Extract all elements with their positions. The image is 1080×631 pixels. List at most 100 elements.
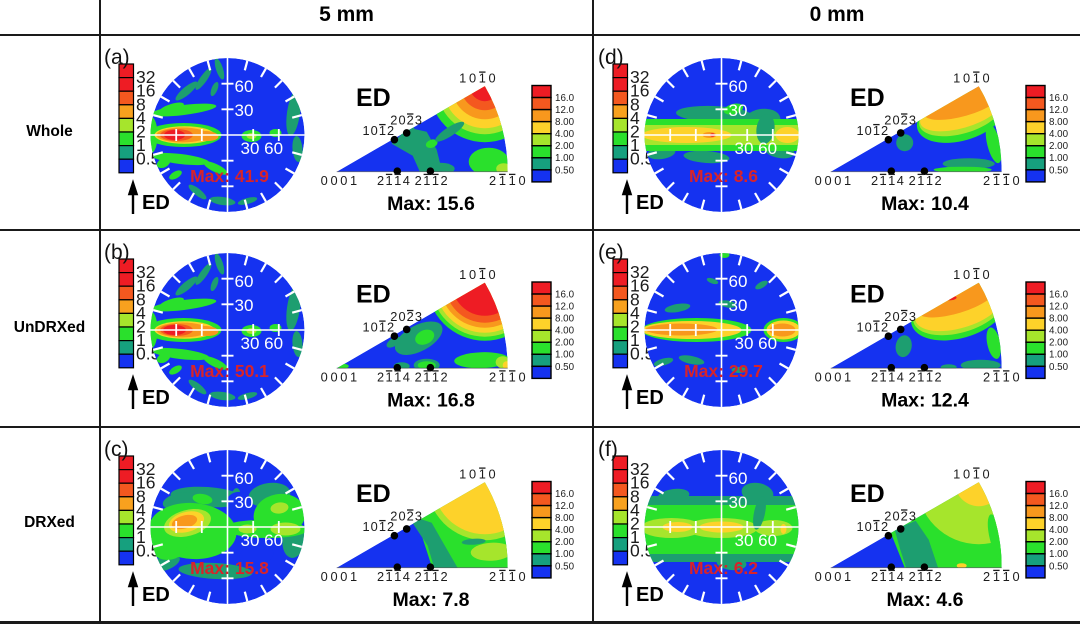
- svg-text:12.0: 12.0: [555, 501, 575, 512]
- svg-text:1: 1: [888, 369, 895, 384]
- svg-text:1.00: 1.00: [555, 350, 575, 361]
- svg-text:1: 1: [888, 173, 895, 188]
- svg-text:1: 1: [926, 369, 933, 384]
- svg-text:0: 0: [330, 173, 337, 188]
- svg-text:(a): (a): [104, 46, 130, 69]
- svg-text:12.0: 12.0: [555, 105, 575, 116]
- svg-text:0: 0: [963, 467, 970, 482]
- svg-text:2.00: 2.00: [1049, 141, 1069, 152]
- svg-text:1: 1: [873, 123, 880, 138]
- svg-text:0: 0: [963, 71, 970, 86]
- svg-text:2: 2: [415, 569, 422, 584]
- svg-text:ED: ED: [356, 480, 391, 508]
- svg-text:60: 60: [729, 272, 748, 291]
- svg-text:0: 0: [1012, 369, 1019, 384]
- svg-text:0: 0: [340, 369, 347, 384]
- svg-text:0: 0: [824, 569, 831, 584]
- svg-text:16.0: 16.0: [1049, 289, 1069, 300]
- svg-text:1: 1: [926, 569, 933, 584]
- svg-text:60: 60: [729, 77, 748, 96]
- svg-text:2: 2: [983, 173, 990, 188]
- svg-text:2: 2: [909, 173, 916, 188]
- svg-text:16: 16: [136, 276, 155, 296]
- svg-text:0: 0: [518, 173, 525, 188]
- svg-text:2: 2: [934, 569, 941, 584]
- svg-text:1.00: 1.00: [555, 153, 575, 164]
- svg-text:16: 16: [630, 81, 649, 101]
- svg-text:1: 1: [888, 569, 895, 584]
- svg-text:0: 0: [983, 267, 990, 282]
- svg-text:ED: ED: [142, 192, 170, 214]
- svg-text:1.00: 1.00: [1049, 549, 1069, 560]
- svg-text:Max: 15.6: Max: 15.6: [387, 193, 475, 215]
- svg-text:0: 0: [865, 320, 872, 335]
- svg-text:1: 1: [423, 569, 430, 584]
- svg-text:2: 2: [377, 173, 384, 188]
- svg-text:3: 3: [909, 112, 916, 127]
- svg-text:ED: ED: [142, 584, 170, 606]
- svg-text:0.50: 0.50: [1049, 362, 1069, 373]
- svg-text:1: 1: [350, 173, 357, 188]
- svg-text:8.00: 8.00: [1049, 117, 1069, 128]
- svg-text:1: 1: [509, 369, 516, 384]
- svg-text:2: 2: [415, 173, 422, 188]
- svg-text:16.0: 16.0: [1049, 93, 1069, 104]
- svg-text:ED: ED: [636, 192, 664, 214]
- svg-text:4: 4: [403, 173, 410, 188]
- svg-text:2: 2: [901, 508, 908, 523]
- svg-text:1: 1: [350, 569, 357, 584]
- svg-text:2: 2: [884, 508, 891, 523]
- svg-text:Max: 50.1: Max: 50.1: [190, 361, 269, 381]
- svg-text:1: 1: [953, 467, 960, 482]
- svg-text:8: 8: [630, 94, 640, 114]
- svg-text:Max: 6.2: Max: 6.2: [689, 558, 758, 578]
- svg-text:2: 2: [630, 514, 640, 534]
- svg-text:2.00: 2.00: [555, 141, 575, 152]
- svg-text:32: 32: [136, 459, 155, 479]
- svg-text:8.00: 8.00: [555, 117, 575, 128]
- svg-text:2: 2: [407, 309, 414, 324]
- svg-text:30 60: 30 60: [241, 334, 284, 353]
- svg-text:60: 60: [235, 469, 254, 488]
- svg-text:0: 0: [489, 467, 496, 482]
- svg-text:2: 2: [387, 519, 394, 534]
- svg-text:32: 32: [630, 67, 649, 87]
- svg-text:4.00: 4.00: [555, 525, 575, 536]
- svg-text:2: 2: [387, 123, 394, 138]
- svg-text:Max: 41.9: Max: 41.9: [190, 166, 269, 186]
- svg-text:0: 0: [892, 508, 899, 523]
- svg-text:2: 2: [415, 369, 422, 384]
- svg-text:4.00: 4.00: [1049, 525, 1069, 536]
- svg-text:32: 32: [136, 262, 155, 282]
- svg-text:0.50: 0.50: [1049, 165, 1069, 176]
- svg-text:1: 1: [386, 569, 393, 584]
- svg-text:60: 60: [235, 272, 254, 291]
- svg-text:2: 2: [630, 122, 640, 142]
- svg-text:1: 1: [993, 369, 1000, 384]
- svg-text:0: 0: [330, 569, 337, 584]
- svg-text:1: 1: [856, 123, 863, 138]
- svg-text:2: 2: [871, 369, 878, 384]
- svg-text:1: 1: [630, 527, 640, 547]
- svg-text:1: 1: [379, 519, 386, 534]
- svg-text:4.00: 4.00: [1049, 129, 1069, 140]
- svg-text:1: 1: [479, 467, 486, 482]
- svg-text:1: 1: [993, 173, 1000, 188]
- svg-text:0: 0: [824, 369, 831, 384]
- svg-text:1: 1: [917, 369, 924, 384]
- svg-text:4: 4: [136, 500, 146, 520]
- svg-text:1: 1: [856, 519, 863, 534]
- svg-text:4: 4: [630, 108, 640, 128]
- svg-text:4.00: 4.00: [555, 129, 575, 140]
- svg-text:2: 2: [884, 112, 891, 127]
- svg-text:8: 8: [630, 486, 640, 506]
- svg-text:1: 1: [844, 369, 851, 384]
- svg-text:0: 0: [469, 467, 476, 482]
- svg-text:16: 16: [136, 473, 155, 493]
- svg-text:1: 1: [479, 71, 486, 86]
- svg-text:4: 4: [136, 108, 146, 128]
- svg-text:8.00: 8.00: [555, 314, 575, 325]
- svg-text:0: 0: [983, 467, 990, 482]
- svg-text:2: 2: [489, 369, 496, 384]
- svg-text:1: 1: [844, 569, 851, 584]
